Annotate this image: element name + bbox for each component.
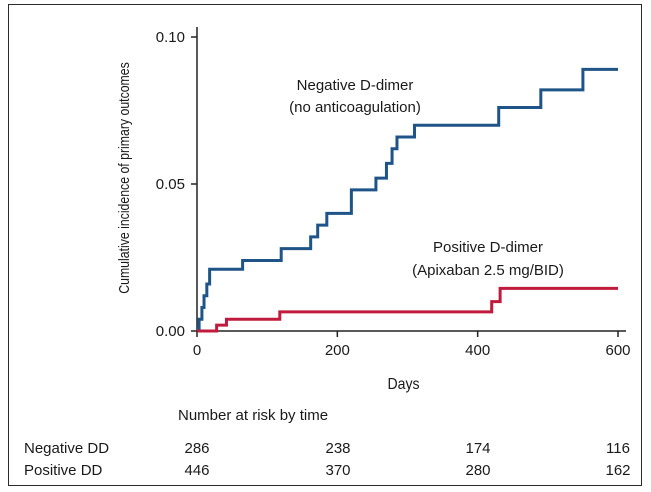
negative-ddimer-curve: [197, 67, 618, 330]
negative-ddimer-label: Negative D-dimer: [297, 77, 414, 94]
risk-row-negative: Negative DD 286 238 174 116: [0, 440, 651, 460]
risk-count: 238: [325, 440, 351, 457]
y-tick-label: 0.05: [156, 176, 185, 193]
risk-count: 446: [184, 462, 210, 479]
axes: 0 200 400 600 0.00 0.05 0.10: [156, 27, 631, 359]
risk-count: 370: [325, 462, 351, 479]
risk-row-label: Negative DD: [24, 440, 110, 457]
chart-labels: Days Cumulative incidence of primary outc…: [116, 62, 564, 393]
risk-count: 174: [465, 440, 491, 457]
figure-frame: [8, 4, 642, 486]
risk-row-positive: Positive DD 446 370 280 162: [0, 462, 651, 482]
x-tick-label: 200: [325, 342, 350, 359]
positive-ddimer-curve: [197, 286, 618, 333]
risk-count: 286: [184, 440, 210, 457]
curves: [197, 67, 618, 333]
y-tick-label: 0.00: [156, 323, 185, 340]
x-axis-title: Days: [387, 375, 419, 393]
risk-count: 116: [606, 440, 630, 457]
risk-count: 162: [605, 462, 631, 479]
risk-row-label: Positive DD: [24, 462, 103, 479]
risk-table-title: Number at risk by time: [178, 407, 329, 424]
y-axis-title: Cumulative incidence of primary outcomes: [116, 62, 132, 294]
x-tick-label: 0: [193, 342, 201, 359]
negative-ddimer-label-sub: (no anticoagulation): [289, 99, 421, 116]
positive-ddimer-label-sub: (Apixaban 2.5 mg/BID): [412, 262, 564, 279]
positive-ddimer-label: Positive D-dimer: [433, 239, 543, 256]
x-tick-label: 600: [605, 342, 630, 359]
x-tick-label: 400: [465, 342, 490, 359]
risk-count: 280: [465, 462, 491, 479]
y-tick-label: 0.10: [156, 29, 185, 46]
